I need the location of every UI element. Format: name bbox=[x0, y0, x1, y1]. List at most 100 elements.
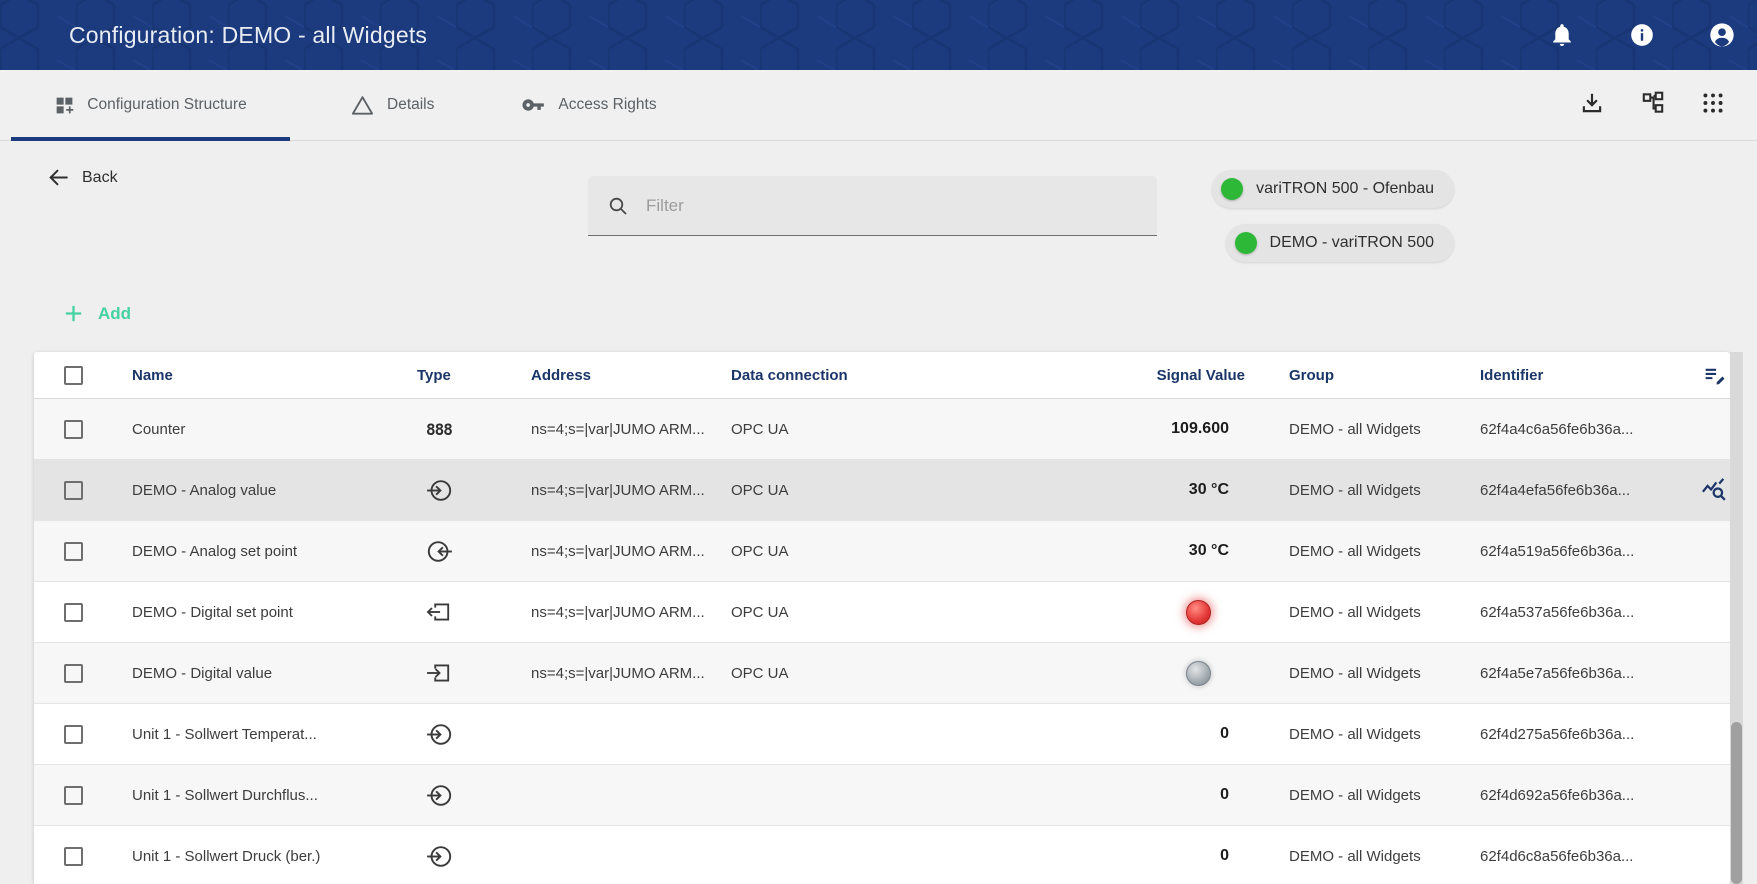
row-checkbox-cell bbox=[64, 399, 90, 459]
row-data-connection: OPC UA bbox=[731, 542, 789, 560]
analog-input-icon bbox=[426, 460, 482, 520]
table-row[interactable]: Counter 888 ns=4;s=|var|JUMO ARM... OPC UA 1… bbox=[34, 399, 1730, 460]
row-identifier: 62f4a5e7a56fe6b36a... bbox=[1480, 664, 1635, 682]
row-identifier: 62f4d6c8a56fe6b36a... bbox=[1480, 847, 1634, 865]
row-checkbox-cell bbox=[64, 765, 90, 825]
row-identifier: 62f4a4efa56fe6b36a... bbox=[1480, 481, 1631, 499]
query-stats-icon[interactable] bbox=[1700, 476, 1728, 504]
row-data-connection: OPC UA bbox=[731, 420, 789, 438]
status-chip[interactable]: variTRON 500 - Ofenbau bbox=[1212, 170, 1454, 208]
status-chip-label: DEMO - variTRON 500 bbox=[1269, 234, 1434, 251]
status-dot-icon bbox=[1234, 232, 1257, 254]
column-header-identifier[interactable]: Identifier bbox=[1480, 366, 1544, 384]
row-checkbox[interactable] bbox=[64, 663, 83, 683]
row-data-connection bbox=[731, 765, 883, 825]
table-row[interactable]: DEMO - Digital set point ns=4;s=|var|JUMO… bbox=[34, 582, 1730, 643]
row-signal-value: 109.600 bbox=[1171, 420, 1229, 437]
column-header-name[interactable]: Name bbox=[132, 366, 173, 384]
counter-display-icon: 888 bbox=[426, 419, 453, 439]
row-name: DEMO - Analog set point bbox=[132, 542, 298, 560]
warning-triangle-icon bbox=[350, 93, 375, 118]
bell-icon[interactable] bbox=[1548, 21, 1576, 49]
schema-icon[interactable] bbox=[1639, 89, 1667, 117]
edit-list-icon[interactable] bbox=[1702, 363, 1727, 388]
row-identifier: 62f4d275a56fe6b36a... bbox=[1480, 725, 1635, 743]
hexagon-pattern bbox=[0, 0, 1757, 70]
download-icon[interactable] bbox=[1578, 89, 1606, 117]
table-row[interactable]: Unit 1 - Sollwert Druck (ber.) 0 DEMO - al… bbox=[34, 826, 1730, 884]
search-icon bbox=[606, 194, 630, 218]
row-address bbox=[531, 765, 729, 825]
tab-details[interactable]: Details bbox=[338, 70, 446, 140]
back-arrow-icon bbox=[46, 165, 71, 190]
row-name: Unit 1 - Sollwert Durchflus... bbox=[132, 786, 318, 804]
tab-label: Configuration Structure bbox=[87, 96, 247, 113]
row-checkbox[interactable] bbox=[64, 602, 83, 622]
table-row[interactable]: Unit 1 - Sollwert Durchflus... 0 DEMO - al… bbox=[34, 765, 1730, 826]
analog-input-icon bbox=[426, 826, 482, 884]
tab-access-rights[interactable]: Access Rights bbox=[508, 70, 668, 140]
row-checkbox-cell bbox=[64, 582, 90, 642]
row-identifier: 62f4d692a56fe6b36a... bbox=[1480, 786, 1635, 804]
vertical-scrollbar[interactable] bbox=[1730, 352, 1743, 884]
row-address: ns=4;s=|var|JUMO ARM... bbox=[531, 664, 705, 682]
row-checkbox[interactable] bbox=[64, 785, 83, 805]
row-checkbox-cell bbox=[64, 704, 90, 764]
filter-input[interactable] bbox=[644, 194, 1157, 217]
row-group: DEMO - all Widgets bbox=[1289, 603, 1421, 621]
account-circle-icon[interactable] bbox=[1708, 21, 1736, 49]
row-address: ns=4;s=|var|JUMO ARM... bbox=[531, 603, 705, 621]
table-row[interactable]: DEMO - Digital value ns=4;s=|var|JUMO ARM… bbox=[34, 643, 1730, 704]
status-chip[interactable]: DEMO - variTRON 500 bbox=[1225, 224, 1454, 262]
row-group: DEMO - all Widgets bbox=[1289, 664, 1421, 682]
scrollbar-thumb[interactable] bbox=[1731, 722, 1742, 884]
row-name: Counter bbox=[132, 420, 186, 438]
column-header-signal-value[interactable]: Signal Value bbox=[1156, 366, 1245, 384]
tab-configuration-structure[interactable]: Configuration Structure bbox=[11, 70, 290, 141]
row-address: ns=4;s=|var|JUMO ARM... bbox=[531, 481, 705, 499]
row-checkbox[interactable] bbox=[64, 480, 83, 500]
add-button[interactable]: Add bbox=[62, 302, 131, 325]
table-rows: Counter 888 ns=4;s=|var|JUMO ARM... OPC UA 1… bbox=[34, 399, 1730, 884]
digital-input-icon bbox=[426, 643, 482, 703]
row-address: ns=4;s=|var|JUMO ARM... bbox=[531, 420, 705, 438]
column-header-data-connection[interactable]: Data connection bbox=[731, 366, 848, 384]
status-dot-icon bbox=[1221, 178, 1244, 200]
status-chip-label: variTRON 500 - Ofenbau bbox=[1256, 180, 1434, 197]
row-data-connection: OPC UA bbox=[731, 481, 789, 499]
row-checkbox-cell bbox=[64, 643, 90, 703]
row-signal-value: 0 bbox=[1220, 847, 1229, 864]
row-name: DEMO - Analog value bbox=[132, 481, 277, 499]
row-data-connection bbox=[731, 704, 883, 764]
add-label: Add bbox=[98, 303, 132, 323]
column-header-group[interactable]: Group bbox=[1289, 366, 1334, 384]
row-checkbox-cell bbox=[64, 826, 90, 884]
signal-led-red bbox=[1186, 599, 1211, 625]
plus-icon bbox=[62, 302, 85, 325]
row-data-connection: OPC UA bbox=[731, 664, 789, 682]
select-all-checkbox[interactable] bbox=[64, 365, 83, 385]
row-signal-value: 30 °C bbox=[1188, 542, 1229, 559]
dashboard-customize-icon bbox=[54, 95, 75, 116]
filter-field[interactable] bbox=[588, 176, 1157, 236]
column-header-address[interactable]: Address bbox=[531, 366, 592, 384]
row-group: DEMO - all Widgets bbox=[1289, 847, 1421, 865]
table-row[interactable]: DEMO - Analog value ns=4;s=|var|JUMO ARM.… bbox=[34, 460, 1730, 521]
row-checkbox[interactable] bbox=[64, 724, 83, 744]
back-button[interactable]: Back bbox=[46, 165, 118, 190]
apps-grid-icon[interactable] bbox=[1699, 89, 1727, 117]
info-icon[interactable] bbox=[1628, 21, 1656, 49]
analog-output-icon bbox=[426, 521, 482, 581]
table-row[interactable]: Unit 1 - Sollwert Temperat... 0 DEMO - all… bbox=[34, 704, 1730, 765]
back-label: Back bbox=[82, 168, 118, 186]
table-row[interactable]: DEMO - Analog set point ns=4;s=|var|JUMO … bbox=[34, 521, 1730, 582]
row-checkbox[interactable] bbox=[64, 419, 83, 439]
row-data-connection bbox=[731, 826, 883, 884]
row-signal-value: 30 °C bbox=[1188, 481, 1229, 498]
row-name: Unit 1 - Sollwert Druck (ber.) bbox=[132, 847, 321, 865]
row-checkbox[interactable] bbox=[64, 846, 83, 866]
active-tab-indicator bbox=[11, 137, 290, 141]
column-header-type[interactable]: Type bbox=[417, 366, 451, 384]
row-checkbox[interactable] bbox=[64, 541, 83, 561]
row-signal-value: 0 bbox=[1220, 786, 1229, 803]
